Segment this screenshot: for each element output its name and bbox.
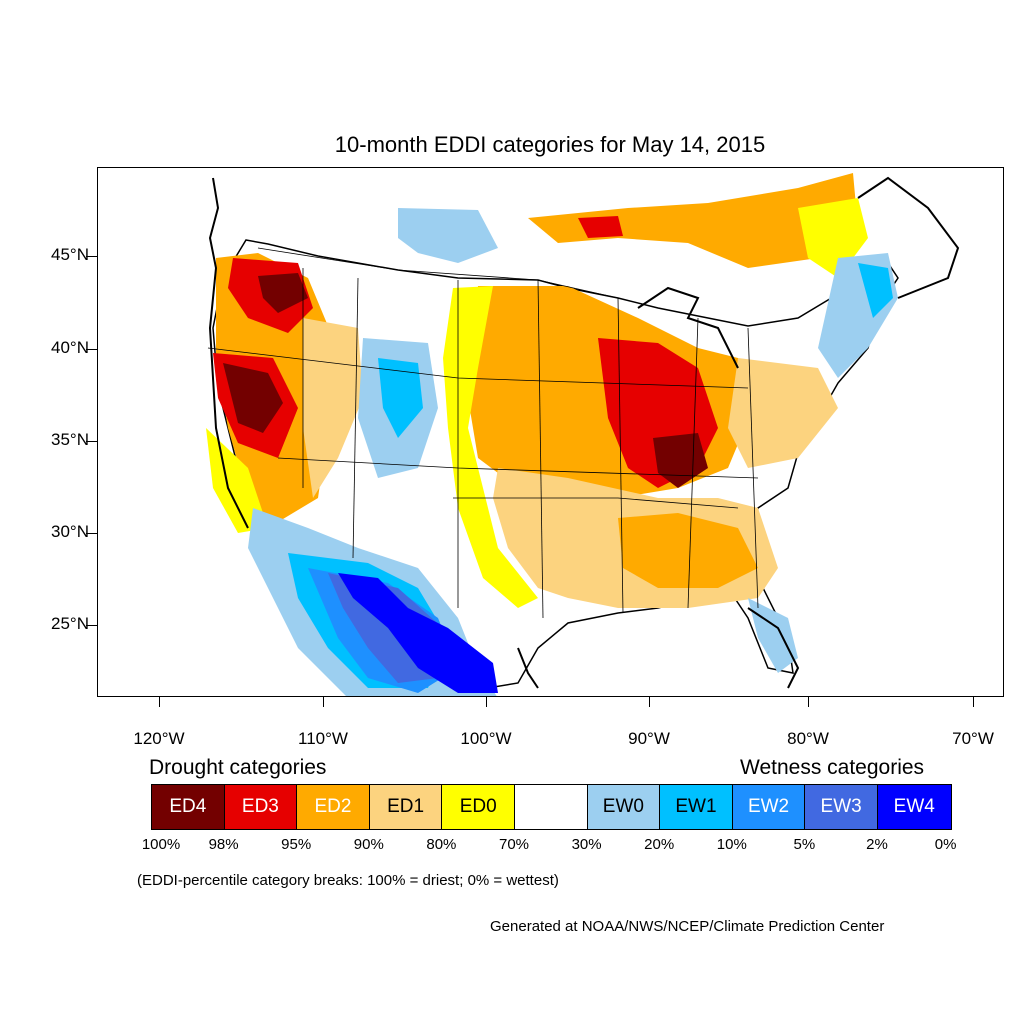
wetness-heading: Wetness categories — [740, 756, 925, 779]
lat-label-35: 35°N — [51, 430, 89, 449]
percentile-label: 20% — [644, 836, 675, 853]
percentile-label: 2% — [866, 836, 888, 853]
lon-tick-110 — [323, 697, 324, 707]
percentile-label: 70% — [498, 836, 530, 853]
legend-cell-ed3: ED3 — [224, 785, 298, 829]
region-ed2-canada — [528, 173, 858, 268]
region-ed4-midwest — [653, 433, 708, 488]
coastlines — [208, 176, 960, 689]
drought-heading: Drought categories — [149, 756, 327, 779]
lon-label-100: 100°W — [460, 729, 512, 748]
lat-label-25: 25°N — [51, 614, 89, 633]
map-canvas — [206, 173, 960, 696]
map-title: 10-month EDDI categories for May 14, 201… — [334, 132, 766, 157]
percentile-label: 98% — [208, 836, 239, 853]
lon-label-80: 80°W — [787, 729, 829, 748]
lon-label-110: 110°W — [298, 729, 348, 748]
lon-label-120: 120°W — [133, 729, 185, 748]
lat-tick-45 — [86, 256, 97, 257]
legend-cell-ed4: ED4 — [152, 785, 225, 829]
legend-cell-ew0: EW0 — [587, 785, 661, 829]
region-ew4-tx — [338, 573, 498, 693]
percentile-label: 0% — [934, 836, 957, 853]
lon-tick-100 — [486, 697, 487, 707]
lon-tick-80 — [808, 697, 809, 707]
legend-cell-ed1: ED1 — [369, 785, 443, 829]
region-ed0-plains — [443, 286, 538, 608]
percentile-label: 80% — [426, 836, 457, 853]
lon-tick-120 — [159, 697, 160, 707]
region-ew1-northeast — [858, 263, 893, 318]
percentile-label: 100% — [141, 836, 181, 853]
lat-tick-25 — [86, 625, 97, 626]
lon-tick-70 — [973, 697, 974, 707]
percentile-label: 90% — [353, 836, 384, 853]
percentile-label: 5% — [793, 836, 816, 853]
region-ed1-east — [728, 358, 838, 468]
lon-tick-90 — [649, 697, 650, 707]
state-boundaries — [207, 247, 759, 619]
region-ed2-southeast — [618, 513, 758, 588]
category-note: (EDDI-percentile category breaks: 100% =… — [137, 872, 559, 889]
legend-cell-neutral — [514, 785, 588, 829]
region-ew0-north — [398, 208, 498, 263]
legend-cell-ed0: ED0 — [442, 785, 515, 829]
region-ed1-west — [303, 318, 363, 498]
lat-tick-35 — [86, 441, 97, 442]
lon-label-90: 90°W — [628, 729, 670, 748]
percentile-label: 10% — [716, 836, 747, 853]
credit-line: Generated at NOAA/NWS/NCEP/Climate Predi… — [490, 918, 885, 935]
lat-tick-40 — [86, 349, 97, 350]
region-ed3-canada — [578, 216, 623, 238]
map-frame — [97, 167, 1004, 697]
legend-color-bar: ED4 ED3 ED2 ED1 ED0 EW0 EW1 EW2 EW3 EW4 — [151, 784, 952, 830]
lat-tick-30 — [86, 533, 97, 534]
lat-label-30: 30°N — [51, 522, 89, 541]
legend-cell-ed2: ED2 — [297, 785, 370, 829]
region-ew1-rockies — [378, 358, 423, 438]
percentile-label: 30% — [571, 836, 602, 853]
region-ed4-nw — [258, 273, 308, 313]
legend-cell-ew2: EW2 — [732, 785, 806, 829]
percentile-label: 95% — [281, 836, 312, 853]
region-ed4-nv — [223, 363, 283, 433]
legend-cell-ew1: EW1 — [660, 785, 733, 829]
lat-label-45: 45°N — [51, 245, 89, 264]
lon-label-70: 70°W — [952, 729, 994, 748]
lat-label-40: 40°N — [51, 338, 89, 357]
legend-cell-ew4: EW4 — [877, 785, 951, 829]
legend-cell-ew3: EW3 — [805, 785, 878, 829]
